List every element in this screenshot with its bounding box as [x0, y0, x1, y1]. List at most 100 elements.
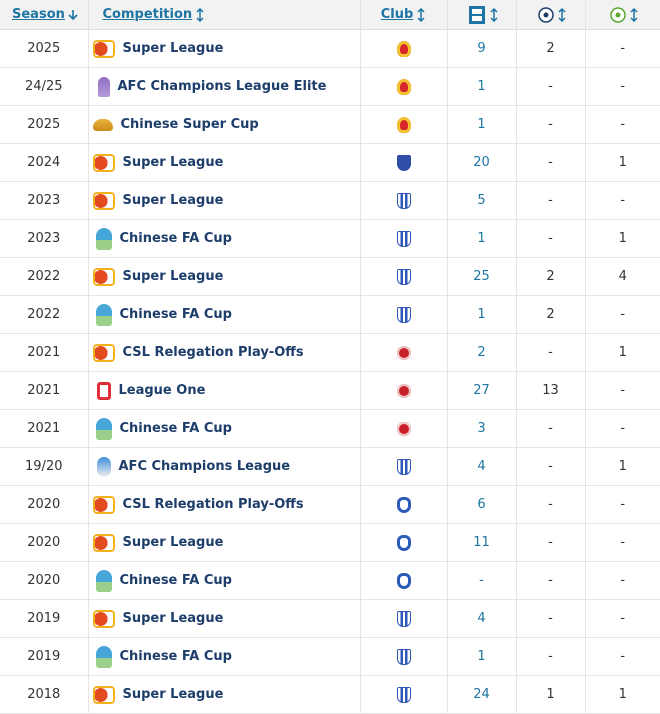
appearances-cell: 1	[446, 67, 516, 106]
competition-cell: Super League	[87, 523, 360, 562]
table-row: 2020 CSL Relegation Play-Offs 6- -	[0, 485, 660, 524]
assists-header[interactable]	[584, 0, 660, 30]
assists-cell: -	[584, 523, 660, 562]
competition-cell: Super League	[87, 599, 360, 638]
club-cell	[359, 523, 447, 562]
competition-name[interactable]: Chinese FA Cup	[119, 231, 232, 246]
appearances-header[interactable]	[446, 0, 516, 30]
competition-logo	[95, 569, 112, 592]
competition-name[interactable]: League One	[118, 383, 206, 398]
appearances-icon	[468, 5, 485, 24]
competition-name[interactable]: Chinese FA Cup	[119, 573, 232, 588]
competition-name[interactable]: Super League	[122, 687, 224, 702]
club-cell	[359, 29, 447, 68]
season-cell: 2021	[0, 409, 88, 448]
goals-cell: -	[515, 447, 585, 486]
competition-name[interactable]: Chinese FA Cup	[119, 421, 232, 436]
season-cell: 2025	[0, 29, 88, 68]
competition-cell: Chinese FA Cup	[87, 409, 360, 448]
season-cell: 2024	[0, 143, 88, 182]
sort-icon	[489, 7, 498, 22]
season-header[interactable]: Season	[0, 0, 88, 30]
club-cell	[359, 675, 447, 714]
club-logo[interactable]	[396, 496, 411, 513]
competition-cell: Chinese FA Cup	[87, 295, 360, 334]
competition-logo	[95, 645, 112, 668]
club-logo[interactable]	[396, 572, 411, 589]
competition-header[interactable]: Competition	[87, 0, 360, 30]
competition-name[interactable]: CSL Relegation Play-Offs	[122, 497, 304, 512]
club-logo[interactable]	[396, 230, 411, 247]
season-cell: 2023	[0, 219, 88, 258]
club-logo[interactable]	[396, 534, 411, 551]
competition-name[interactable]: CSL Relegation Play-Offs	[122, 345, 304, 360]
table-row: 2020 Super League 11- -	[0, 523, 660, 562]
appearances-cell: 25	[446, 257, 516, 296]
header-label[interactable]: Competition	[102, 7, 193, 22]
club-logo[interactable]	[396, 306, 411, 323]
goals-cell: -	[515, 409, 585, 448]
appearances-cell: 5	[446, 181, 516, 220]
competition-cell: Super League	[87, 29, 360, 68]
sort-icon	[196, 7, 204, 22]
competition-name[interactable]: Super League	[122, 41, 224, 56]
header-label[interactable]: Season	[12, 7, 65, 22]
competition-name[interactable]: AFC Champions League Elite	[117, 79, 327, 94]
header-label[interactable]: Club	[380, 7, 414, 22]
competition-name[interactable]: Super League	[122, 269, 224, 284]
appearances-cell: 27	[446, 371, 516, 410]
table-row: 2019 Chinese FA Cup 1- -	[0, 637, 660, 676]
assists-cell: 4	[584, 257, 660, 296]
appearances-cell: 4	[446, 447, 516, 486]
competition-name[interactable]: Chinese FA Cup	[119, 307, 232, 322]
competition-logo	[92, 39, 115, 58]
club-cell	[359, 67, 447, 106]
club-logo[interactable]	[396, 40, 411, 57]
competition-name[interactable]: Super League	[122, 611, 224, 626]
competition-name[interactable]: Chinese FA Cup	[119, 649, 232, 664]
assists-cell: -	[584, 371, 660, 410]
club-header[interactable]: Club	[359, 0, 447, 30]
club-logo[interactable]	[396, 610, 411, 627]
goals-cell: 13	[515, 371, 585, 410]
table-row: 2022 Chinese FA Cup 1 2-	[0, 295, 660, 334]
goals-cell: -	[515, 143, 585, 182]
competition-cell: Chinese FA Cup	[87, 637, 360, 676]
assists-cell: -	[584, 561, 660, 600]
club-logo[interactable]	[396, 268, 411, 285]
club-logo[interactable]	[396, 345, 411, 360]
competition-name[interactable]: Chinese Super Cup	[120, 117, 259, 132]
competition-name[interactable]: Super League	[122, 155, 224, 170]
assists-cell: -	[584, 409, 660, 448]
competition-cell: Super League	[87, 143, 360, 182]
table-row: 2019 Super League 4- -	[0, 599, 660, 638]
competition-name[interactable]: Super League	[122, 193, 224, 208]
sort-icon	[417, 7, 425, 22]
assists-cell: 1	[584, 447, 660, 486]
club-logo[interactable]	[396, 116, 411, 133]
assists-cell: -	[584, 599, 660, 638]
season-cell: 2021	[0, 333, 88, 372]
club-logo[interactable]	[396, 192, 411, 209]
goals-icon	[537, 6, 554, 23]
assists-cell: 1	[584, 333, 660, 372]
club-logo[interactable]	[396, 686, 411, 703]
season-cell: 2020	[0, 485, 88, 524]
assists-cell: -	[584, 67, 660, 106]
season-cell: 24/25	[0, 67, 88, 106]
assists-icon	[610, 6, 626, 23]
assists-cell: -	[584, 181, 660, 220]
appearances-cell: 1	[446, 105, 516, 144]
club-logo[interactable]	[396, 421, 411, 436]
club-logo[interactable]	[396, 78, 411, 95]
club-logo[interactable]	[396, 648, 411, 665]
competition-logo	[92, 118, 113, 131]
goals-header[interactable]	[515, 0, 585, 30]
club-logo[interactable]	[396, 458, 411, 475]
competition-name[interactable]: AFC Champions League	[118, 459, 291, 474]
club-logo[interactable]	[396, 154, 411, 171]
competition-name[interactable]: Super League	[122, 535, 224, 550]
club-logo[interactable]	[396, 383, 411, 398]
competition-logo	[92, 153, 115, 172]
